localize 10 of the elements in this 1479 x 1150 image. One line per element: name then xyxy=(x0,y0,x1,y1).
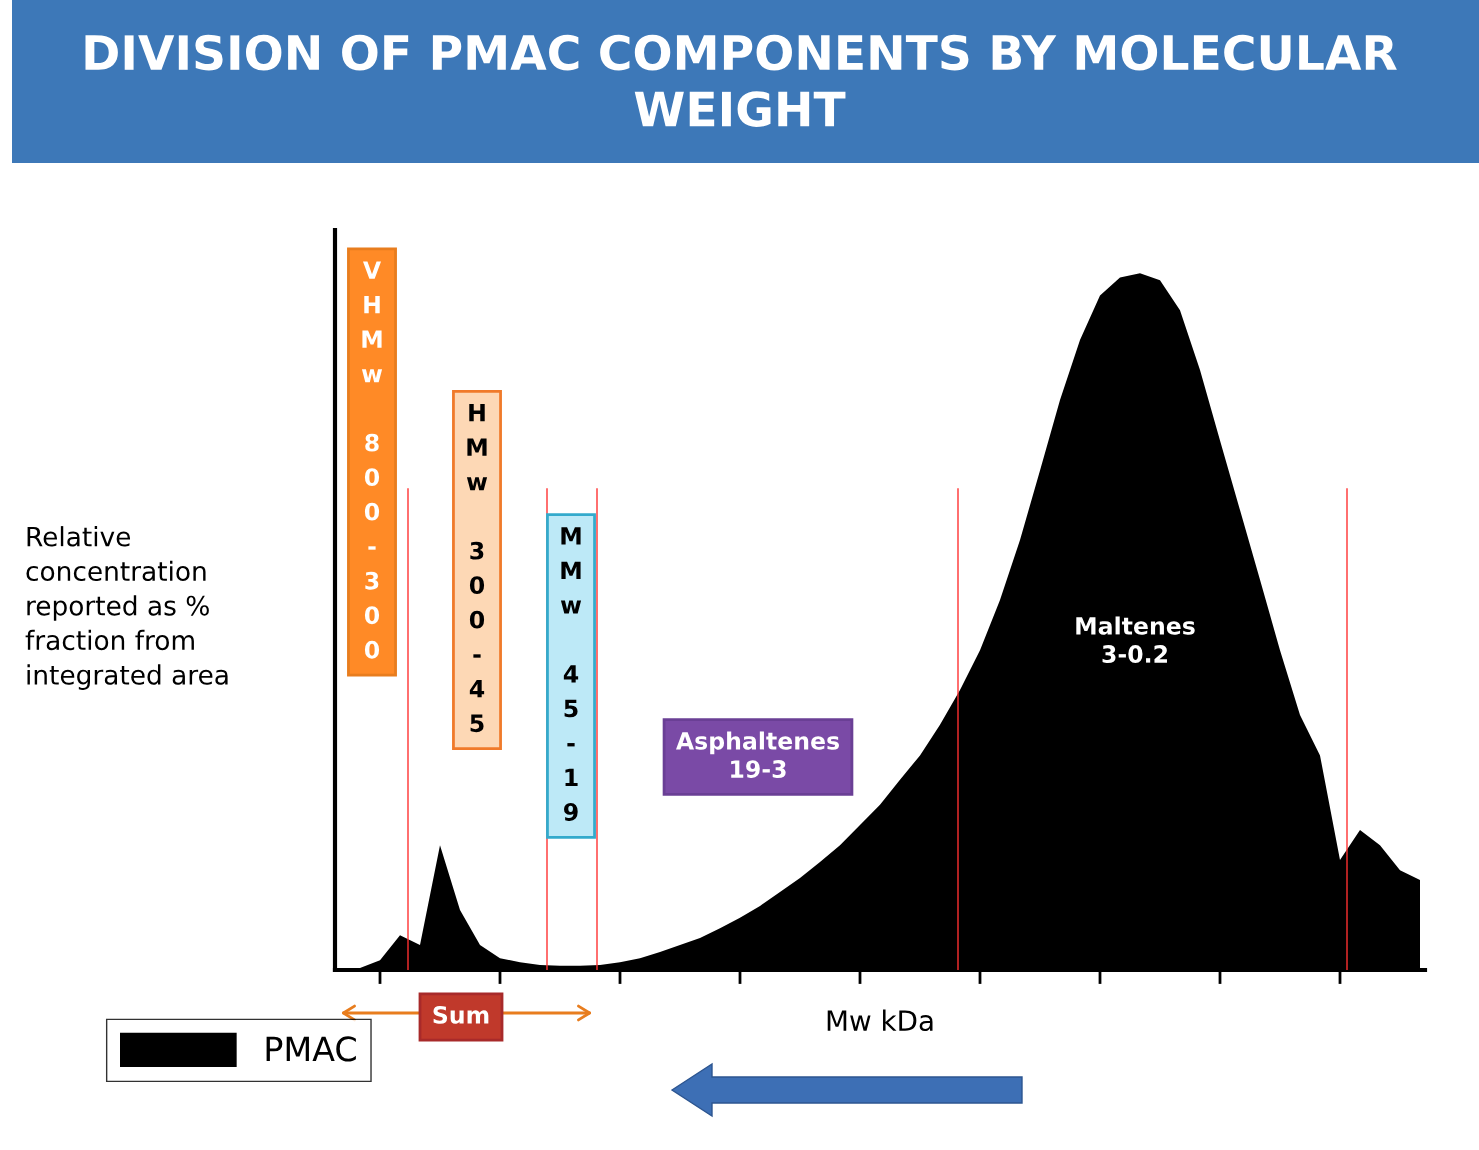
annotation: Maltenes 3-0.2 xyxy=(1076,616,1195,663)
legend-label: PMAC xyxy=(266,1036,356,1062)
annotation: Asphaltenes 19-3 xyxy=(676,731,839,778)
x-axis-title: Mw kDa xyxy=(827,1009,933,1032)
chart-title: DIVISION OF PMAC COMPONENTS BY MOLECULAR WEIGHT xyxy=(85,34,1397,127)
text: MMw 45-19 xyxy=(560,527,582,821)
y-axis-title: Relative concentration reported as % fraction from integrated area xyxy=(25,526,228,690)
text: Sum xyxy=(433,1005,489,1024)
text: VHMw 800-300 xyxy=(361,261,383,659)
text: HMw 300-45 xyxy=(466,403,488,733)
